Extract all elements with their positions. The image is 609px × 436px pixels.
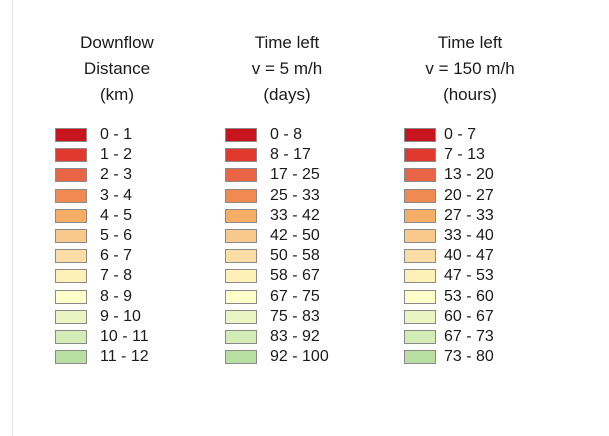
legend-label: 2 - 3 [100, 166, 133, 183]
color-swatch [55, 249, 87, 263]
color-swatch [225, 229, 257, 243]
color-swatch [55, 290, 87, 304]
color-swatch [404, 330, 436, 344]
legend-label: 8 - 17 [270, 146, 311, 163]
title-line: Time left [437, 33, 503, 52]
color-swatch [55, 229, 87, 243]
legend-label: 13 - 20 [444, 166, 494, 183]
color-swatch [404, 168, 436, 182]
color-swatch [404, 269, 436, 283]
legend-label: 10 - 11 [100, 328, 149, 345]
legend-label: 67 - 75 [270, 288, 320, 305]
legend-label: 47 - 53 [444, 267, 494, 284]
legend-label: 92 - 100 [270, 348, 329, 365]
color-swatch [225, 249, 257, 263]
legend-label: 1 - 2 [100, 146, 133, 163]
legend-label: 17 - 25 [270, 166, 320, 183]
color-swatch [225, 310, 257, 324]
legend-label: 60 - 67 [444, 308, 494, 325]
legend-label: 7 - 13 [444, 146, 485, 163]
legend-label: 67 - 73 [444, 328, 494, 345]
color-swatch [225, 128, 257, 142]
title-line: (km) [100, 85, 134, 104]
color-swatch [225, 168, 257, 182]
legend-label: 8 - 9 [100, 288, 133, 305]
legend-label: 58 - 67 [270, 267, 320, 284]
color-swatch [404, 310, 436, 324]
legend-label: 50 - 58 [270, 247, 320, 264]
legend-label: 20 - 27 [444, 187, 494, 204]
legend-label: 73 - 80 [444, 348, 494, 365]
title-line: (hours) [443, 85, 497, 104]
color-swatch [55, 128, 87, 142]
color-swatch [225, 148, 257, 162]
color-swatch [404, 128, 436, 142]
legend-label: 0 - 8 [270, 126, 303, 143]
time-left-5mh-title: Time left v = 5 m/h (days) [187, 30, 387, 108]
color-swatch [225, 330, 257, 344]
legend-label: 0 - 7 [444, 126, 477, 143]
color-swatch [404, 209, 436, 223]
legend-label: 33 - 42 [270, 207, 320, 224]
legend-label: 11 - 12 [100, 348, 149, 365]
color-swatch [404, 290, 436, 304]
color-swatch [55, 330, 87, 344]
color-swatch [55, 168, 87, 182]
title-line: Time left [254, 33, 320, 52]
color-swatch [55, 148, 87, 162]
color-swatch [404, 229, 436, 243]
title-line: (days) [263, 85, 311, 104]
legend-label: 6 - 7 [100, 247, 133, 264]
title-line: v = 5 m/h [251, 59, 323, 78]
legend-label: 4 - 5 [100, 207, 133, 224]
time-left-150mh-title: Time left v = 150 m/h (hours) [370, 30, 570, 108]
legend-label: 33 - 40 [444, 227, 494, 244]
color-swatch [55, 310, 87, 324]
downflow-distance-title: Downflow Distance (km) [17, 30, 217, 108]
panel-border [12, 0, 13, 436]
color-swatch [404, 249, 436, 263]
color-swatch [404, 189, 436, 203]
legend-label: 3 - 4 [100, 187, 133, 204]
color-swatch [225, 209, 257, 223]
legend-label: 5 - 6 [100, 227, 133, 244]
title-line: Distance [83, 59, 151, 78]
legend-label: 27 - 33 [444, 207, 494, 224]
color-swatch [404, 148, 436, 162]
legend-label: 42 - 50 [270, 227, 320, 244]
legend-label: 9 - 10 [100, 308, 141, 325]
color-swatch [225, 269, 257, 283]
legend-label: 75 - 83 [270, 308, 320, 325]
title-line: v = 150 m/h [425, 59, 515, 78]
color-swatch [225, 189, 257, 203]
color-swatch [225, 350, 257, 364]
color-swatch [55, 269, 87, 283]
legend-label: 25 - 33 [270, 187, 320, 204]
legend-label: 7 - 8 [100, 267, 133, 284]
color-swatch [404, 350, 436, 364]
color-swatch [55, 350, 87, 364]
legend-label: 53 - 60 [444, 288, 494, 305]
legend-label: 83 - 92 [270, 328, 320, 345]
color-swatch [225, 290, 257, 304]
color-swatch [55, 189, 87, 203]
legend-label: 40 - 47 [444, 247, 494, 264]
title-line: Downflow [80, 33, 154, 52]
color-swatch [55, 209, 87, 223]
legend-label: 0 - 1 [100, 126, 133, 143]
